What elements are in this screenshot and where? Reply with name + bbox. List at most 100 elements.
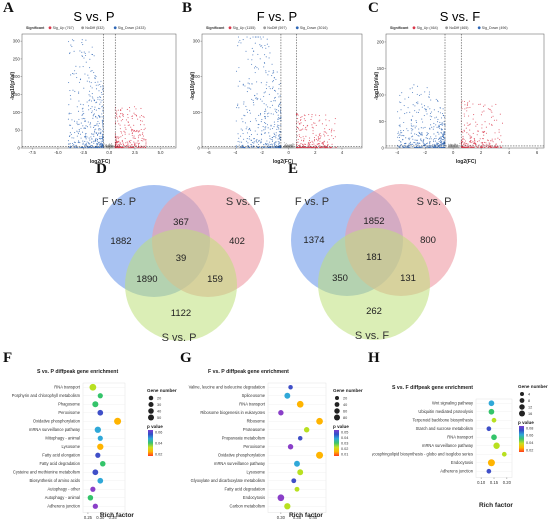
x-tick-label: 4	[341, 150, 344, 155]
volcano-title: F vs. P	[257, 9, 297, 24]
point-up	[312, 132, 314, 135]
point-down	[415, 143, 417, 145]
point-up	[315, 134, 317, 136]
point-up	[464, 146, 466, 148]
point-down	[416, 85, 419, 87]
point-up	[478, 103, 480, 105]
point-down	[433, 126, 435, 128]
point-up	[122, 114, 124, 116]
point-up	[474, 142, 477, 145]
point-down	[440, 128, 442, 130]
point-down	[259, 58, 261, 60]
point-down	[273, 133, 276, 135]
point-down	[397, 111, 399, 113]
point-up	[480, 146, 482, 148]
point-down	[418, 135, 420, 137]
point-down	[274, 123, 276, 126]
point-down	[273, 71, 275, 73]
point-down	[271, 143, 273, 145]
point-up	[482, 146, 484, 148]
point-up	[492, 146, 494, 148]
point-down	[273, 77, 276, 79]
point-down	[73, 50, 75, 52]
point-up	[467, 146, 469, 148]
point-up	[475, 121, 477, 123]
term-label: RNA transport	[447, 435, 474, 440]
point-down	[404, 113, 406, 115]
point-down	[71, 119, 73, 121]
point-nodiff	[292, 146, 295, 148]
point-up	[143, 138, 145, 140]
point-nodiff	[108, 143, 110, 145]
point-down	[101, 120, 103, 122]
point-down	[92, 97, 94, 99]
point-up	[299, 129, 301, 131]
point-down	[69, 147, 71, 149]
point-up	[496, 146, 498, 149]
point-down	[419, 146, 421, 149]
point-up	[130, 126, 132, 128]
point-down	[93, 113, 95, 115]
point-down	[420, 139, 422, 141]
plot-frame	[201, 33, 363, 149]
point-down	[414, 110, 416, 112]
point-down	[412, 104, 414, 106]
point-up	[127, 142, 129, 144]
point-down	[421, 118, 423, 120]
y-axis-label: -log10(pVal)	[374, 71, 380, 100]
point-down	[97, 125, 99, 127]
point-down	[246, 109, 248, 111]
point-down	[280, 116, 282, 118]
point-down	[68, 124, 71, 126]
panel-letter-d: D	[96, 161, 107, 177]
point-up	[116, 143, 118, 145]
point-down	[254, 72, 256, 74]
point-up	[495, 103, 497, 105]
point-up	[328, 120, 330, 122]
point-down	[267, 74, 269, 76]
point-down	[261, 134, 263, 136]
point-up	[296, 147, 298, 149]
point-down	[266, 143, 268, 146]
point-up	[321, 147, 323, 149]
point-nodiff	[453, 147, 455, 149]
point-down	[274, 90, 277, 92]
y-tick-label: 150	[377, 66, 385, 71]
x-tick-label: 0.35	[109, 515, 118, 520]
enrichment-dot	[486, 468, 492, 474]
point-up	[317, 140, 319, 142]
point-up	[310, 118, 312, 121]
point-nodiff	[455, 146, 457, 148]
point-nodiff	[459, 142, 461, 144]
point-down	[435, 124, 437, 126]
legend-label: NoDiff (532)	[85, 26, 104, 30]
enrichment-dot	[316, 451, 324, 459]
point-down	[271, 63, 273, 65]
point-down	[261, 118, 263, 121]
point-down	[93, 126, 95, 128]
point-down	[262, 126, 264, 128]
point-down	[249, 129, 252, 131]
point-up	[297, 118, 299, 120]
point-up	[138, 147, 140, 149]
point-down	[98, 129, 100, 131]
point-down	[418, 131, 420, 133]
point-up	[315, 138, 318, 140]
point-up	[302, 143, 304, 145]
point-down	[444, 140, 446, 142]
enrichment-plot-h: S vs. F diffpeak gene enrichment Wnt sig…	[372, 384, 548, 509]
point-up	[126, 108, 128, 110]
point-down	[434, 146, 436, 148]
point-down	[397, 133, 399, 135]
point-down	[443, 144, 445, 146]
point-up	[141, 133, 143, 135]
point-down	[84, 143, 86, 146]
point-down	[399, 94, 401, 96]
point-up	[115, 147, 117, 149]
panel-letter-b: B	[182, 0, 193, 16]
point-down	[70, 147, 72, 149]
point-up	[491, 123, 493, 125]
point-down	[246, 111, 248, 113]
point-up	[326, 132, 328, 134]
point-down	[78, 100, 80, 102]
